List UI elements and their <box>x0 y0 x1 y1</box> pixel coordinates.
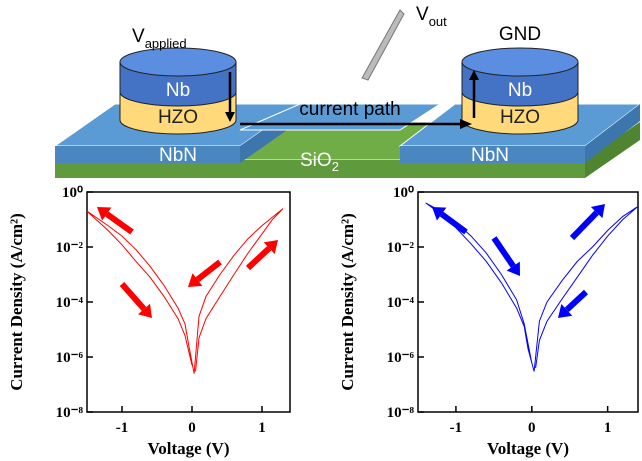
x-tick-label: -1 <box>116 420 129 436</box>
x-tick-label: -1 <box>450 420 463 436</box>
subscript: 2 <box>332 159 339 174</box>
y-tick-label: 10⁻² <box>56 240 84 256</box>
hzo-label: HZO <box>500 107 540 128</box>
v-applied: Vapplied <box>132 26 187 51</box>
y-tick-label: 10⁻⁶ <box>56 350 84 366</box>
nb-right-top <box>462 48 578 76</box>
gnd: GND <box>499 24 541 45</box>
label: V <box>132 26 145 47</box>
label: V <box>416 4 429 25</box>
x-tick-label: 0 <box>188 420 196 436</box>
sweep-arrow <box>494 238 513 266</box>
y-tick-label: 10⁻⁸ <box>387 405 415 421</box>
sweep-arrow <box>122 284 144 309</box>
label: SiO <box>300 150 332 171</box>
x-axis-label: Voltage (V) <box>487 439 569 458</box>
subscript: out <box>429 14 447 29</box>
iv-curve <box>87 209 283 374</box>
nb-label: Nb <box>166 80 190 101</box>
y-tick-label: 10⁻⁴ <box>387 295 415 311</box>
y-axis-label: Current Density (A/cm²) <box>338 213 357 391</box>
sweep-arrow <box>107 214 132 232</box>
y-tick-label: 10⁻⁴ <box>56 295 84 311</box>
plots: 10⁻⁸ 10⁻⁶ 10⁻⁴ 10⁻² 10⁰ -1 0 1 Voltage (V) Curren… <box>7 185 638 458</box>
nbn-left-front <box>55 146 240 163</box>
device-schematic: Vapplied Vout GND Nb HZO Nb HZO current … <box>55 4 640 178</box>
sweep-arrow <box>248 248 269 268</box>
v-out: Vout <box>416 4 447 29</box>
subscript: applied <box>145 36 187 51</box>
sweep-arrow <box>567 292 586 310</box>
x-tick-label: 0 <box>528 420 536 436</box>
sweep-arrow <box>572 213 597 238</box>
sweep-arrow <box>442 214 466 232</box>
hzo-label: HZO <box>158 107 198 128</box>
page: {"diagram": { "v_applied": {"main": "V",… <box>0 0 642 461</box>
nb-label: Nb <box>508 80 532 101</box>
nbn-label: NbN <box>159 145 197 166</box>
plot-frame <box>418 192 638 412</box>
y-tick-label: 10⁻⁸ <box>56 405 84 421</box>
y-tick-label: 10⁻⁶ <box>387 350 415 366</box>
y-axis-label: Current Density (A/cm²) <box>7 213 26 391</box>
figure: Vapplied Vout GND Nb HZO Nb HZO current … <box>0 0 642 461</box>
current-path: current path <box>299 99 400 120</box>
y-tick-label: 10⁻² <box>387 240 415 256</box>
nbn-label: NbN <box>471 145 509 166</box>
sweep-arrow <box>197 262 220 280</box>
x-tick-label: 1 <box>258 420 266 436</box>
probe <box>362 10 404 80</box>
y-tick-label: 10⁰ <box>393 185 414 201</box>
y-tick-label: 10⁰ <box>62 185 83 201</box>
nb-left-top <box>120 48 236 76</box>
x-tick-label: 1 <box>604 420 612 436</box>
x-axis-label: Voltage (V) <box>148 439 230 458</box>
